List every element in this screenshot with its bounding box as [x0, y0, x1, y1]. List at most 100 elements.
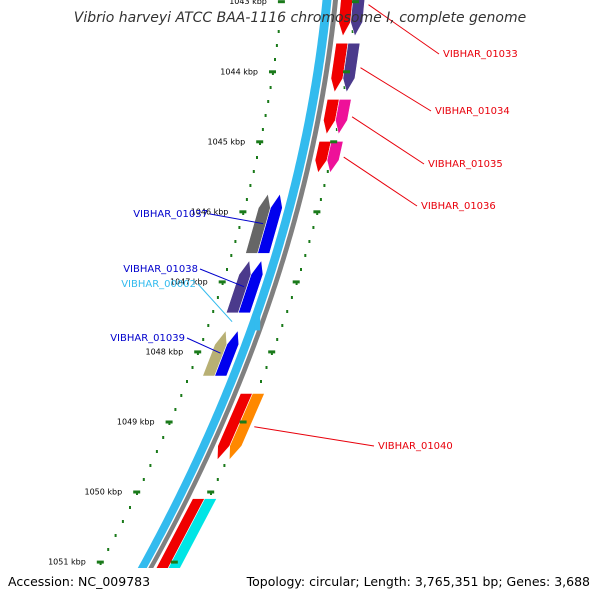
gene-arrow-g15[interactable]	[202, 329, 228, 377]
minor-tick-dot-right	[265, 366, 268, 369]
gene-label-vibhar_01035[interactable]: VIBHAR_01035	[428, 159, 503, 170]
gene-label-vibhar_01038[interactable]: VIBHAR_01038	[123, 264, 198, 275]
major-tick-mark	[277, 0, 285, 4]
minor-tick-dot-left	[107, 548, 110, 551]
major-tick-mark	[207, 490, 215, 494]
gene-label-leader	[186, 337, 221, 354]
minor-tick-dot-right	[308, 240, 311, 243]
major-tick-mark	[343, 70, 350, 74]
minor-tick-dot-left	[230, 254, 233, 257]
minor-tick-dot-left	[277, 30, 280, 33]
minor-tick-dot-left	[129, 506, 131, 509]
gene-arrow-g12[interactable]	[225, 259, 252, 314]
minor-tick-dot-right	[343, 86, 346, 89]
gene-arrow-vibhar_01035[interactable]	[323, 99, 340, 136]
major-tick-mark	[256, 140, 264, 144]
gene-arrow-vibhar_01040[interactable]	[216, 393, 253, 461]
scale-tick-label: 1045 kbp	[207, 137, 245, 146]
gene-label-leader	[197, 283, 233, 323]
minor-tick-dot-right	[335, 128, 338, 131]
gene-arrow-vibhar_01036[interactable]	[314, 141, 332, 174]
minor-tick-dot-left	[245, 198, 248, 201]
gene-arrow-vibhar_01039[interactable]	[214, 329, 240, 377]
major-tick-mark	[292, 280, 300, 284]
minor-tick-dot-right	[223, 464, 226, 467]
gene-arrow-vibhar_01033[interactable]	[338, 0, 356, 37]
scale-tick-label: 1047 kbp	[170, 277, 208, 286]
major-tick-mark	[194, 350, 202, 354]
minor-tick-dot-right	[351, 30, 354, 33]
minor-tick-dot-left	[155, 450, 158, 453]
gene-arrow-vibhar_01038[interactable]	[237, 259, 264, 314]
gene-arrow-g8[interactable]	[326, 141, 344, 174]
minor-tick-dot-right	[319, 198, 322, 201]
gene-arrow-vibhar_01034[interactable]	[330, 42, 349, 94]
minor-tick-dot-left	[226, 268, 228, 271]
minor-tick-dot-left	[264, 114, 267, 117]
gene-label-vibhar_01040[interactable]: VIBHAR_01040	[378, 441, 453, 452]
gene-label-leader	[360, 67, 432, 112]
gene-label-vibhar_01037[interactable]: VIBHAR_01037	[133, 209, 208, 220]
gene-arrow-g17[interactable]	[228, 393, 265, 461]
minor-tick-dot-left	[252, 170, 255, 173]
minor-tick-dot-right	[270, 352, 273, 355]
minor-tick-dot-left	[275, 44, 278, 47]
footer-background	[0, 568, 600, 600]
gene-label-vibhar_01036[interactable]: VIBHAR_01036	[421, 201, 496, 212]
major-tick-mark	[268, 350, 276, 354]
minor-tick-dot-left	[196, 352, 199, 355]
gene-label-leader	[254, 426, 375, 447]
backbone-layer	[119, 0, 338, 600]
minor-tick-dot-left	[180, 394, 183, 397]
gene-feature-layer	[153, 0, 368, 584]
minor-tick-dot-left	[267, 100, 270, 103]
major-tick-mark	[269, 70, 276, 74]
scale-tick-label: 1051 kbp	[48, 558, 86, 567]
gene-label-leader	[209, 213, 264, 225]
minor-tick-dot-left	[207, 324, 210, 327]
gene-arrow-g6[interactable]	[335, 99, 352, 136]
minor-tick-dot-left	[142, 478, 145, 481]
minor-tick-dot-left	[149, 464, 152, 467]
topology-label: Topology: circular; Length: 3,765,351 bp…	[246, 574, 590, 589]
minor-tick-dot-right	[216, 478, 219, 481]
scale-tick-label: 1044 kbp	[220, 67, 258, 76]
major-tick-mark	[313, 210, 321, 214]
rna-gene-feature[interactable]	[254, 312, 261, 331]
minor-tick-dot-right	[323, 184, 326, 187]
minor-tick-dot-right	[260, 380, 262, 383]
gene-label-leader	[368, 4, 440, 55]
backbone-outer-strand	[119, 0, 332, 600]
major-tick-mark	[133, 490, 141, 494]
gene-arrow-g10[interactable]	[245, 193, 271, 254]
minor-tick-dot-right	[326, 170, 329, 173]
scale-tick-label: 1050 kbp	[84, 488, 122, 497]
gene-label-vibhar_01039[interactable]: VIBHAR_01039	[110, 333, 185, 344]
major-tick-mark	[170, 560, 178, 564]
minor-tick-dot-left	[212, 310, 215, 313]
gene-label-leader	[343, 156, 418, 207]
gene-arrow-vibhar_01037[interactable]	[257, 193, 283, 254]
gene-arrow-g2[interactable]	[350, 0, 368, 37]
minor-tick-dot-left	[186, 380, 188, 383]
gene-label-vibhar_01034[interactable]: VIBHAR_01034	[435, 106, 510, 117]
scale-tick-label: 1046 kbp	[191, 207, 229, 216]
minor-tick-dot-left	[216, 296, 219, 299]
scale-tick-label: 1048 kbp	[145, 347, 183, 356]
major-tick-mark	[330, 140, 338, 144]
minor-tick-dot-left	[269, 86, 272, 89]
gene-label-leader	[351, 116, 425, 165]
major-tick-mark	[96, 560, 104, 564]
gene-label-vibhar_01033[interactable]: VIBHAR_01033	[443, 49, 518, 60]
scale-tick-layer: 1043 kbp 1044 kbp 1045 kbp 1046 kbp 1047 kbp…	[48, 0, 359, 567]
major-tick-mark	[218, 280, 226, 284]
minor-tick-dot-left	[162, 436, 165, 439]
minor-tick-dot-left	[221, 282, 224, 285]
major-tick-mark	[351, 0, 359, 4]
major-tick-mark	[165, 420, 173, 424]
major-tick-mark	[239, 210, 247, 214]
minor-tick-dot-left	[256, 156, 258, 159]
gene-label-vibhar_00002[interactable]: VIBHAR_00002	[121, 279, 196, 290]
